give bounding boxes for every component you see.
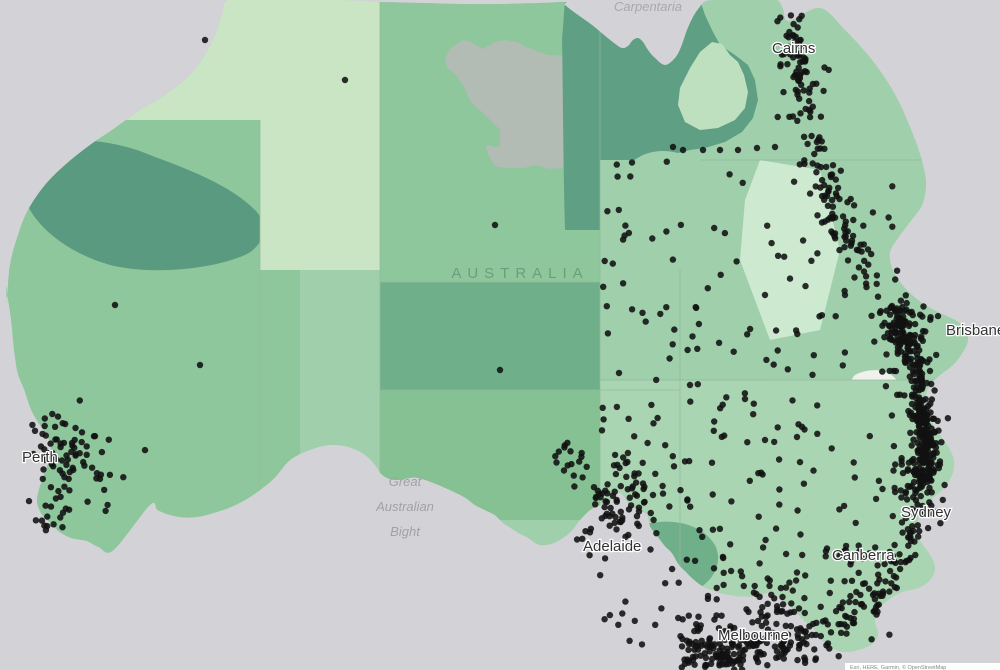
svg-text:Melbourne: Melbourne bbox=[718, 627, 789, 644]
svg-text:Bight: Bight bbox=[390, 524, 421, 539]
svg-text:Carpentaria: Carpentaria bbox=[614, 0, 682, 14]
svg-text:Adelaide: Adelaide bbox=[583, 538, 641, 555]
svg-text:Brisbane: Brisbane bbox=[946, 322, 1000, 339]
svg-text:Australian: Australian bbox=[375, 499, 434, 514]
svg-text:Perth: Perth bbox=[22, 449, 58, 466]
svg-text:Great: Great bbox=[389, 474, 423, 489]
svg-text:Cairns: Cairns bbox=[772, 40, 815, 57]
svg-text:Canberra: Canberra bbox=[832, 547, 895, 564]
svg-text:Sydney: Sydney bbox=[901, 504, 952, 521]
svg-text:AUSTRALIA: AUSTRALIA bbox=[451, 265, 588, 282]
svg-text:Esri, HERE, Garmin, © OpenStre: Esri, HERE, Garmin, © OpenStreetMap bbox=[850, 664, 946, 670]
